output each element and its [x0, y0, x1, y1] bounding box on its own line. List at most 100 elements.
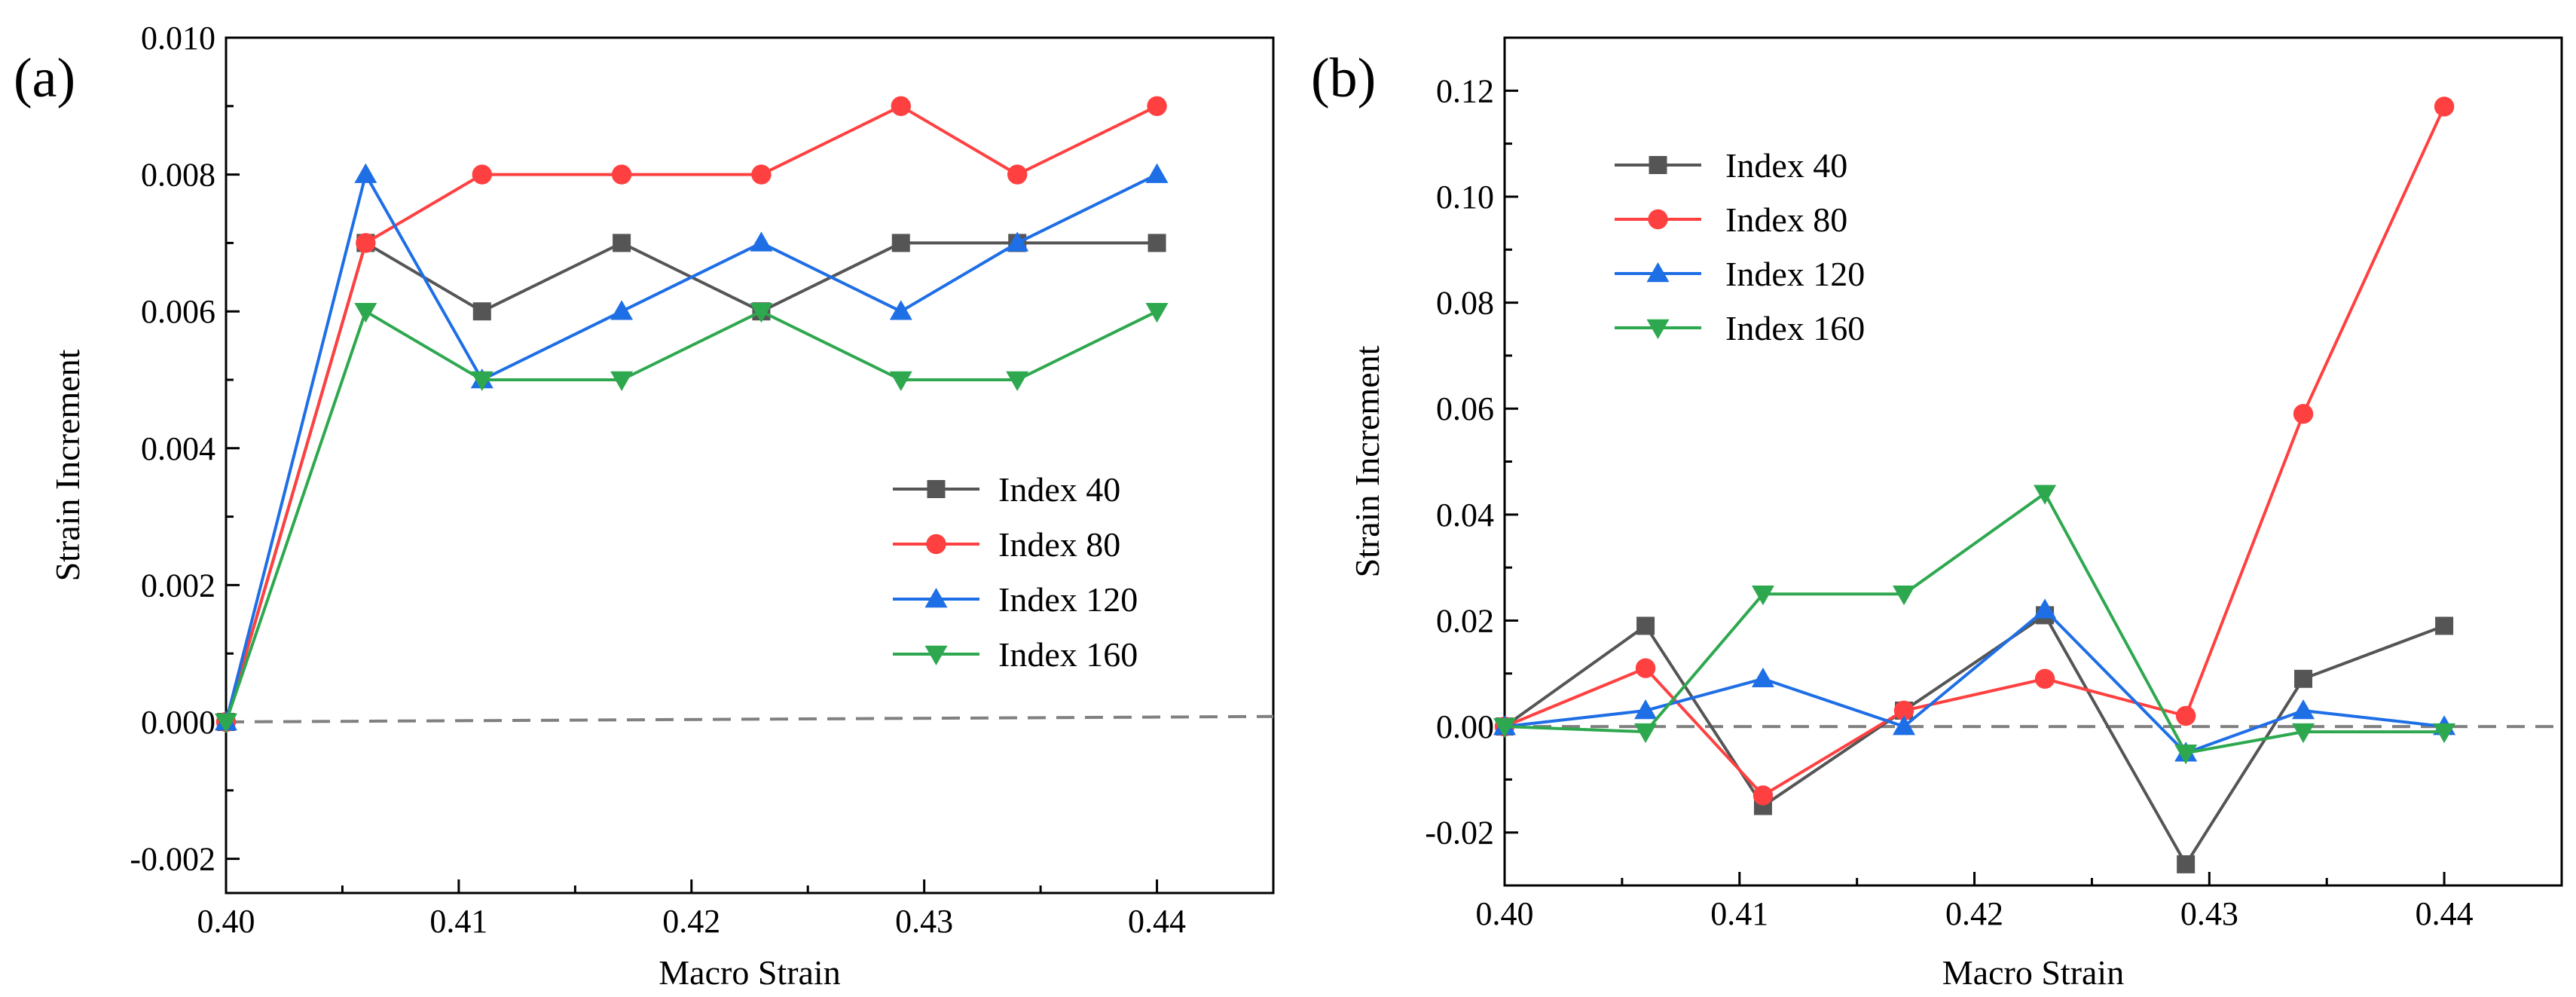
panel-b-series-2-point-1 [1634, 699, 1658, 720]
panel-a-series-2-point-7 [1145, 163, 1169, 183]
panel-a-series-1-point-3 [611, 164, 632, 185]
panel-a-series-3-point-4 [750, 302, 773, 323]
panel-a-series-2-point-4 [750, 231, 773, 252]
panel-a-series-2-point-1 [354, 163, 377, 183]
panel-b-series-0-point-5 [2177, 855, 2196, 873]
panel-a-series-1-point-7 [1147, 96, 1167, 116]
panel-b-legend-marker-0 [1649, 156, 1667, 174]
panel-a-legend-label-2: Index 120 [998, 580, 1138, 619]
panel-a-ytick-label-4: 0.006 [141, 293, 215, 330]
panel-b-series-0-point-7 [2435, 616, 2454, 635]
panel-b-xtick-label-1: 0.41 [1710, 895, 1768, 932]
panel-b-series-2-point-4 [2034, 598, 2057, 619]
panel-a-series-3-point-7 [1145, 302, 1169, 323]
panel-a-chart: 0.40 0.41 0.42 0.43 0.44 -0.002 0.000 0.002 0.00… [14, 20, 1275, 992]
panel-b-series-3-point-4 [2034, 485, 2057, 505]
panel-b-series-1-point-2 [1752, 785, 1774, 806]
panel-b-legend: Index 40 Index 80 Index 120 Index 160 [1615, 146, 1865, 347]
panel-a-series-1-line [225, 104, 1158, 723]
panel-b-series-0 [1496, 606, 2454, 873]
panel-b-series-0-point-6 [2294, 669, 2313, 688]
panel-b-series-1 [1494, 96, 2455, 806]
panel-b-series-3-point-2 [1751, 586, 1774, 606]
panel-b-series-1-point-7 [2434, 96, 2455, 117]
panel-a-series-3-point-2 [470, 371, 494, 391]
panel-b-y-axis-title: Strain Increment [1348, 345, 1386, 577]
panel-b-series-2-point-6 [2292, 699, 2315, 720]
panel-b-ytick-label-5: 0.08 [1436, 285, 1494, 322]
panel-b-series-3-point-7 [2433, 723, 2456, 744]
panel-a-series-1-point-2 [472, 164, 492, 185]
panel-a-ytick-label-2: 0.002 [141, 567, 215, 604]
panel-a-y-axis-title: Strain Increment [48, 349, 87, 581]
panel-b-series-1-point-1 [1635, 658, 1656, 678]
panel-a-ytick-label-0: -0.002 [130, 841, 215, 878]
panel-a-legend-label-3: Index 160 [998, 635, 1138, 674]
panel-b-legend-marker-1 [1648, 209, 1668, 230]
panel-a-xtick-label-3: 0.43 [895, 903, 953, 940]
panel-a-series-3-point-1 [354, 302, 377, 323]
panel-a-series-3-point-3 [610, 371, 634, 391]
panel-b-series-3-point-1 [1634, 723, 1658, 744]
panel-a-legend: Index 40 Index 80 Index 120 Index 160 [893, 470, 1138, 674]
panel-b-series-3-line [1504, 491, 2445, 755]
panel-a-legend-label-1: Index 80 [998, 525, 1120, 564]
panel-b-legend-label-3: Index 160 [1725, 309, 1865, 347]
panel-b-ytick-label-2: 0.02 [1436, 602, 1494, 639]
panel-b-xtick-label-3: 0.43 [2180, 895, 2238, 932]
panel-b-series-1-line [1504, 106, 2446, 797]
panel-a-series-3 [215, 302, 1169, 733]
panel-a-series-2-point-5 [889, 300, 912, 320]
panel-a-series-0-point-3 [613, 234, 631, 252]
panel-b-ytick-label-4: 0.06 [1436, 390, 1494, 427]
panel-a-legend-label-0: Index 40 [998, 470, 1120, 509]
panel-a-series-2-line [225, 173, 1158, 723]
panel-b-series-1-point-5 [2175, 705, 2196, 726]
panel-b-series-2-point-2 [1751, 667, 1774, 688]
panel-b-legend-label-1: Index 80 [1725, 200, 1847, 239]
panel-a-xtick-label-0: 0.40 [197, 903, 255, 940]
panel-b-xtick-label-0: 0.40 [1476, 895, 1534, 932]
panel-b-series-3-point-3 [1893, 586, 1916, 606]
panel-b-xtick-label-4: 0.44 [2416, 895, 2474, 932]
panel-b-ytick-label-6: 0.10 [1436, 179, 1494, 216]
panel-a-series-0-point-7 [1147, 234, 1166, 252]
panel-a-label: (a) [14, 47, 75, 109]
panel-a-series-1-point-1 [356, 233, 376, 253]
panel-b-series-3 [1493, 485, 2456, 765]
panel-a-series-2-point-6 [1006, 231, 1029, 252]
panel-a-series-3-point-6 [1006, 371, 1029, 391]
panel-b-legend-marker-2 [1646, 262, 1670, 283]
panel-a-series-2 [215, 163, 1169, 731]
panel-a-ytick-label-3: 0.004 [141, 430, 215, 467]
panel-b-series-1-point-6 [2293, 404, 2314, 424]
panel-b-legend-label-2: Index 120 [1725, 255, 1865, 293]
panel-a-series-3-point-0 [215, 713, 237, 733]
panel-b-ytick-label-7: 0.12 [1436, 72, 1494, 109]
panel-a-ytick-label-5: 0.008 [141, 157, 215, 194]
panel-a-ytick-label-1: 0.000 [141, 704, 215, 741]
panel-b-series-0-point-1 [1636, 616, 1655, 635]
panel-a-series-0-point-5 [891, 234, 910, 252]
panel-a-series-3-point-5 [889, 371, 912, 391]
panel-b-x-axis-title: Macro Strain [1942, 953, 2124, 992]
panel-a-series-1-point-6 [1007, 164, 1028, 185]
panel-b-series-2-point-3 [1893, 715, 1916, 736]
panel-b-ytick-label-1: 0.00 [1436, 708, 1494, 745]
panel-b-xtick-label-2: 0.42 [1945, 895, 2003, 932]
panel-a-series-1-point-5 [891, 96, 911, 116]
panel-b-series-3-point-0 [1493, 717, 1516, 739]
panel-b-legend-marker-3 [1646, 319, 1670, 339]
panel-b-legend-label-0: Index 40 [1725, 146, 1847, 185]
panel-a-xtick-label-1: 0.41 [429, 903, 487, 940]
panel-b-series-3-point-5 [2174, 744, 2198, 765]
panel-a-legend-marker-1 [926, 534, 946, 555]
panel-b-series-3-point-6 [2292, 723, 2315, 744]
panel-b-series-1-point-4 [2034, 668, 2055, 689]
panel-b-ytick-label-0: -0.02 [1425, 815, 1494, 852]
panel-b-label: (b) [1311, 47, 1376, 109]
panel-a-ytick-label-6: 0.010 [141, 20, 215, 57]
panel-a-plot-frame [225, 36, 1275, 895]
panel-b-series-2-line [1504, 608, 2445, 755]
panel-a-series-3-line [225, 310, 1158, 723]
